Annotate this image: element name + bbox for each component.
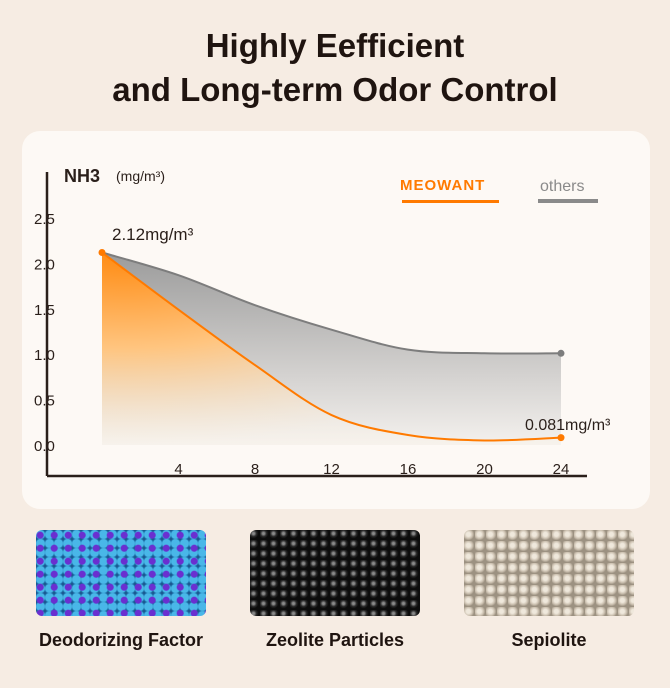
end-annotation: 0.081mg/m³ bbox=[525, 417, 611, 434]
meowant-area bbox=[102, 252, 561, 445]
others-line bbox=[101, 251, 562, 355]
zeolite-particles-image bbox=[250, 530, 420, 616]
legend-meowant: MEOWANT bbox=[400, 177, 485, 194]
y-tick-label: 1.0 bbox=[34, 347, 55, 364]
y-tick-label: 2.5 bbox=[34, 211, 55, 228]
x-tick-label: 12 bbox=[323, 461, 340, 478]
meowant-start-point bbox=[98, 249, 106, 257]
legend-others-swatch bbox=[538, 199, 598, 203]
sepiolite-image bbox=[464, 530, 634, 616]
y-tick-label: 0.0 bbox=[34, 438, 55, 455]
deodorizing-factor-image bbox=[36, 530, 206, 616]
material-label: Deodorizing Factor bbox=[38, 630, 203, 650]
y-axis-label: NH3 bbox=[64, 166, 100, 186]
y-axis-unit: (mg/m³) bbox=[116, 168, 165, 184]
start-annotation: 2.12mg/m³ bbox=[112, 225, 194, 244]
others-end-point bbox=[557, 349, 565, 357]
y-tick-label: 2.0 bbox=[34, 256, 55, 273]
legend-others: others bbox=[540, 178, 584, 195]
material-label: Zeolite Particles bbox=[265, 630, 405, 650]
material-label: Sepiolite bbox=[511, 630, 587, 650]
x-tick-label: 20 bbox=[476, 461, 493, 478]
nh3-chart: NH3 (mg/m³) MEOWANT others 0.0 0.5 1.0 1.5 2… bbox=[34, 166, 611, 478]
legend-meowant-swatch bbox=[402, 200, 499, 203]
meowant-end-point bbox=[557, 434, 565, 442]
y-tick-label: 0.5 bbox=[34, 393, 55, 410]
title-line-2: and Long-term Odor Control bbox=[112, 71, 558, 108]
x-tick-label: 24 bbox=[553, 461, 570, 478]
title-line-1: Highly Eefficient bbox=[205, 27, 465, 64]
meowant-line bbox=[101, 251, 562, 442]
x-tick-label: 8 bbox=[251, 461, 259, 478]
x-tick-label: 16 bbox=[400, 461, 417, 478]
page-title: Highly Eefficient and Long-term Odor Con… bbox=[0, 24, 670, 112]
y-tick-label: 1.5 bbox=[34, 302, 55, 319]
x-tick-label: 4 bbox=[174, 461, 182, 478]
